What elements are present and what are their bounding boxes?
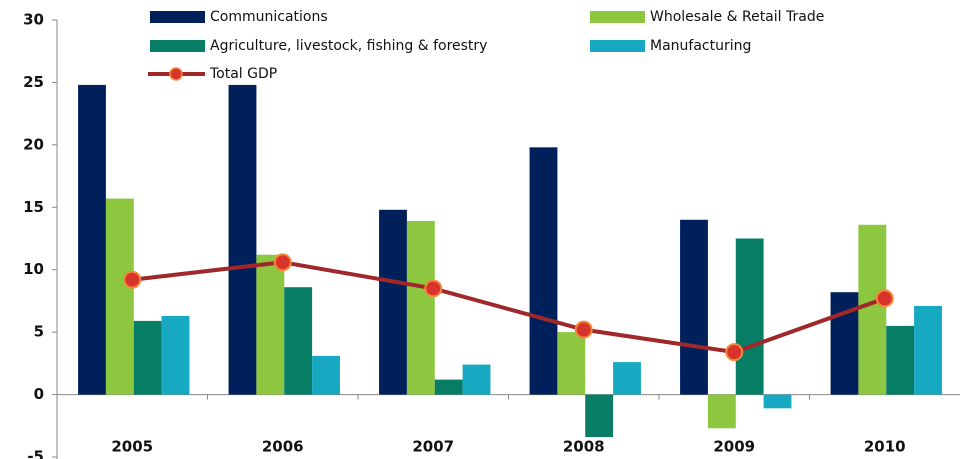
y-tick-label: 5 [34, 323, 44, 341]
bar [858, 224, 887, 395]
bar [133, 320, 162, 395]
legend-swatch [590, 40, 645, 52]
bar [557, 332, 586, 395]
gdp-marker [574, 320, 593, 339]
gdp-marker [424, 279, 443, 298]
x-tick-label: 2005 [111, 438, 153, 456]
bar [228, 84, 257, 395]
bar [886, 325, 915, 395]
legend-label: Communications [210, 9, 328, 25]
bar [105, 198, 134, 395]
bar [256, 254, 285, 395]
bar [613, 362, 641, 395]
legend-marker [169, 67, 183, 81]
bar [78, 84, 106, 395]
bar [529, 147, 558, 395]
x-tick-label: 2009 [713, 438, 755, 456]
bar [914, 305, 942, 395]
bar [735, 238, 764, 395]
x-tick-label: 2006 [262, 438, 304, 456]
y-tick-label: 30 [23, 11, 44, 29]
legend-swatch [150, 40, 205, 52]
bar [161, 315, 190, 395]
y-tick-label: 0 [34, 385, 44, 403]
legend-label: Agriculture, livestock, fishing & forest… [210, 38, 487, 54]
legend-label: Total GDP [209, 66, 277, 82]
bar [284, 287, 313, 395]
x-tick-label: 2007 [412, 438, 454, 456]
gdp-marker [123, 270, 142, 289]
bar [434, 379, 463, 395]
bar [379, 209, 407, 395]
y-tick-label: 15 [23, 198, 44, 216]
bar [312, 355, 340, 395]
legend-label: Manufacturing [650, 38, 751, 54]
bar [585, 394, 614, 438]
bar [406, 221, 435, 395]
y-tick-label: 10 [23, 260, 44, 278]
legend-label: Wholesale & Retail Trade [650, 9, 824, 25]
bar [462, 364, 491, 395]
gdp-marker [875, 289, 894, 308]
bar [680, 219, 708, 395]
bar [763, 394, 792, 409]
y-tick-label: 20 [23, 135, 44, 153]
x-tick-label: 2008 [563, 438, 605, 456]
y-tick-label: -5 [27, 448, 44, 459]
x-tick-label: 2010 [864, 438, 906, 456]
gdp-marker [273, 253, 292, 272]
legend-swatch [590, 11, 645, 23]
y-tick-label: 25 [23, 73, 44, 91]
gdp-marker [725, 343, 744, 362]
bar [707, 394, 736, 429]
legend-swatch [150, 11, 205, 23]
gdp-line [132, 260, 886, 355]
